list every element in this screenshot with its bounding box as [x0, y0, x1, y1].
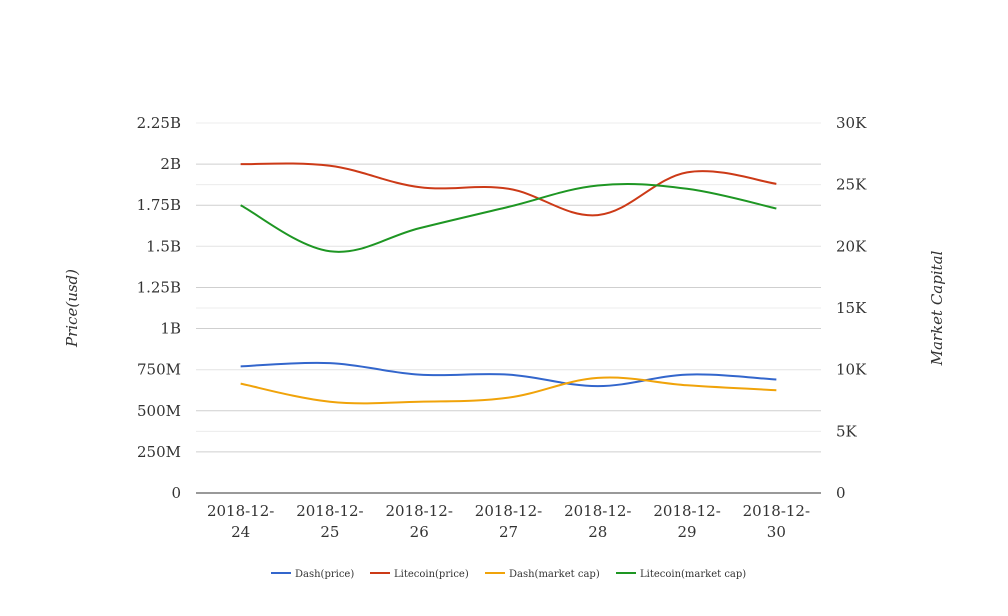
- y-right-tick-label: 30K: [836, 114, 867, 132]
- y-axis-left-ticks: 0 250M 500M 750M 1B 1.25B 1.5B 1.75B 2B 2.25B: [137, 114, 181, 502]
- x-axis-ticks: 2018-12-24 2018-12-25 2018-12-26 2018-12-27…: [207, 502, 810, 541]
- grid: [196, 122, 821, 453]
- y-right-tick-label: 20K: [836, 237, 867, 255]
- y-left-tick-label: 1.25B: [137, 278, 181, 296]
- series-group: [240, 162, 777, 405]
- y-left-tick-label: 1.5B: [146, 237, 181, 255]
- legend-label-litecoin-price: Litecoin(price): [394, 569, 469, 580]
- y-left-tick-label: 750M: [137, 361, 181, 379]
- series-line-litecoin-market-cap: [240, 182, 777, 253]
- y-left-tick-label: 500M: [137, 402, 181, 420]
- x-tick-label: 2018-12-24: [207, 502, 274, 541]
- y-axis-right-ticks: 0 5K 10K 15K 20K 25K 30K: [836, 114, 867, 502]
- y-right-tick-label: 25K: [836, 176, 867, 194]
- y-right-tick-label: 10K: [836, 361, 867, 379]
- y-left-tick-label: 2B: [160, 155, 181, 173]
- y-right-tick-label: 5K: [836, 422, 858, 440]
- x-tick-label: 2018-12-29: [653, 502, 720, 541]
- series-line-dash-price: [240, 361, 777, 388]
- legend-label-dash-market-cap: Dash(market cap): [509, 569, 600, 580]
- y-left-tick-label: 2.25B: [137, 114, 181, 132]
- x-tick-label: 2018-12-27: [475, 502, 542, 541]
- x-tick-label: 2018-12-30: [743, 502, 810, 541]
- y-right-tick-label: 15K: [836, 299, 867, 317]
- series-line-litecoin-price: [240, 162, 777, 217]
- y-left-tick-label: 1.75B: [137, 196, 181, 214]
- legend-label-dash-price: Dash(price): [295, 569, 354, 580]
- x-tick-label: 2018-12-25: [296, 502, 363, 541]
- y-left-tick-label: 0: [171, 484, 181, 502]
- legend-label-litecoin-market-cap: Litecoin(market cap): [640, 569, 746, 580]
- x-tick-label: 2018-12-28: [564, 502, 631, 541]
- x-tick-label: 2018-12-26: [386, 502, 453, 541]
- series-line-dash-market-cap: [240, 376, 777, 405]
- y-left-tick-label: 1B: [160, 320, 181, 338]
- y-left-tick-label: 250M: [137, 443, 181, 461]
- legend: Dash(price) Litecoin(price) Dash(market ca…: [271, 569, 746, 580]
- y-axis-left-title: Price(usd): [63, 269, 81, 348]
- y-right-tick-label: 0: [836, 484, 846, 502]
- y-axis-right-title: Market Capital: [928, 250, 946, 366]
